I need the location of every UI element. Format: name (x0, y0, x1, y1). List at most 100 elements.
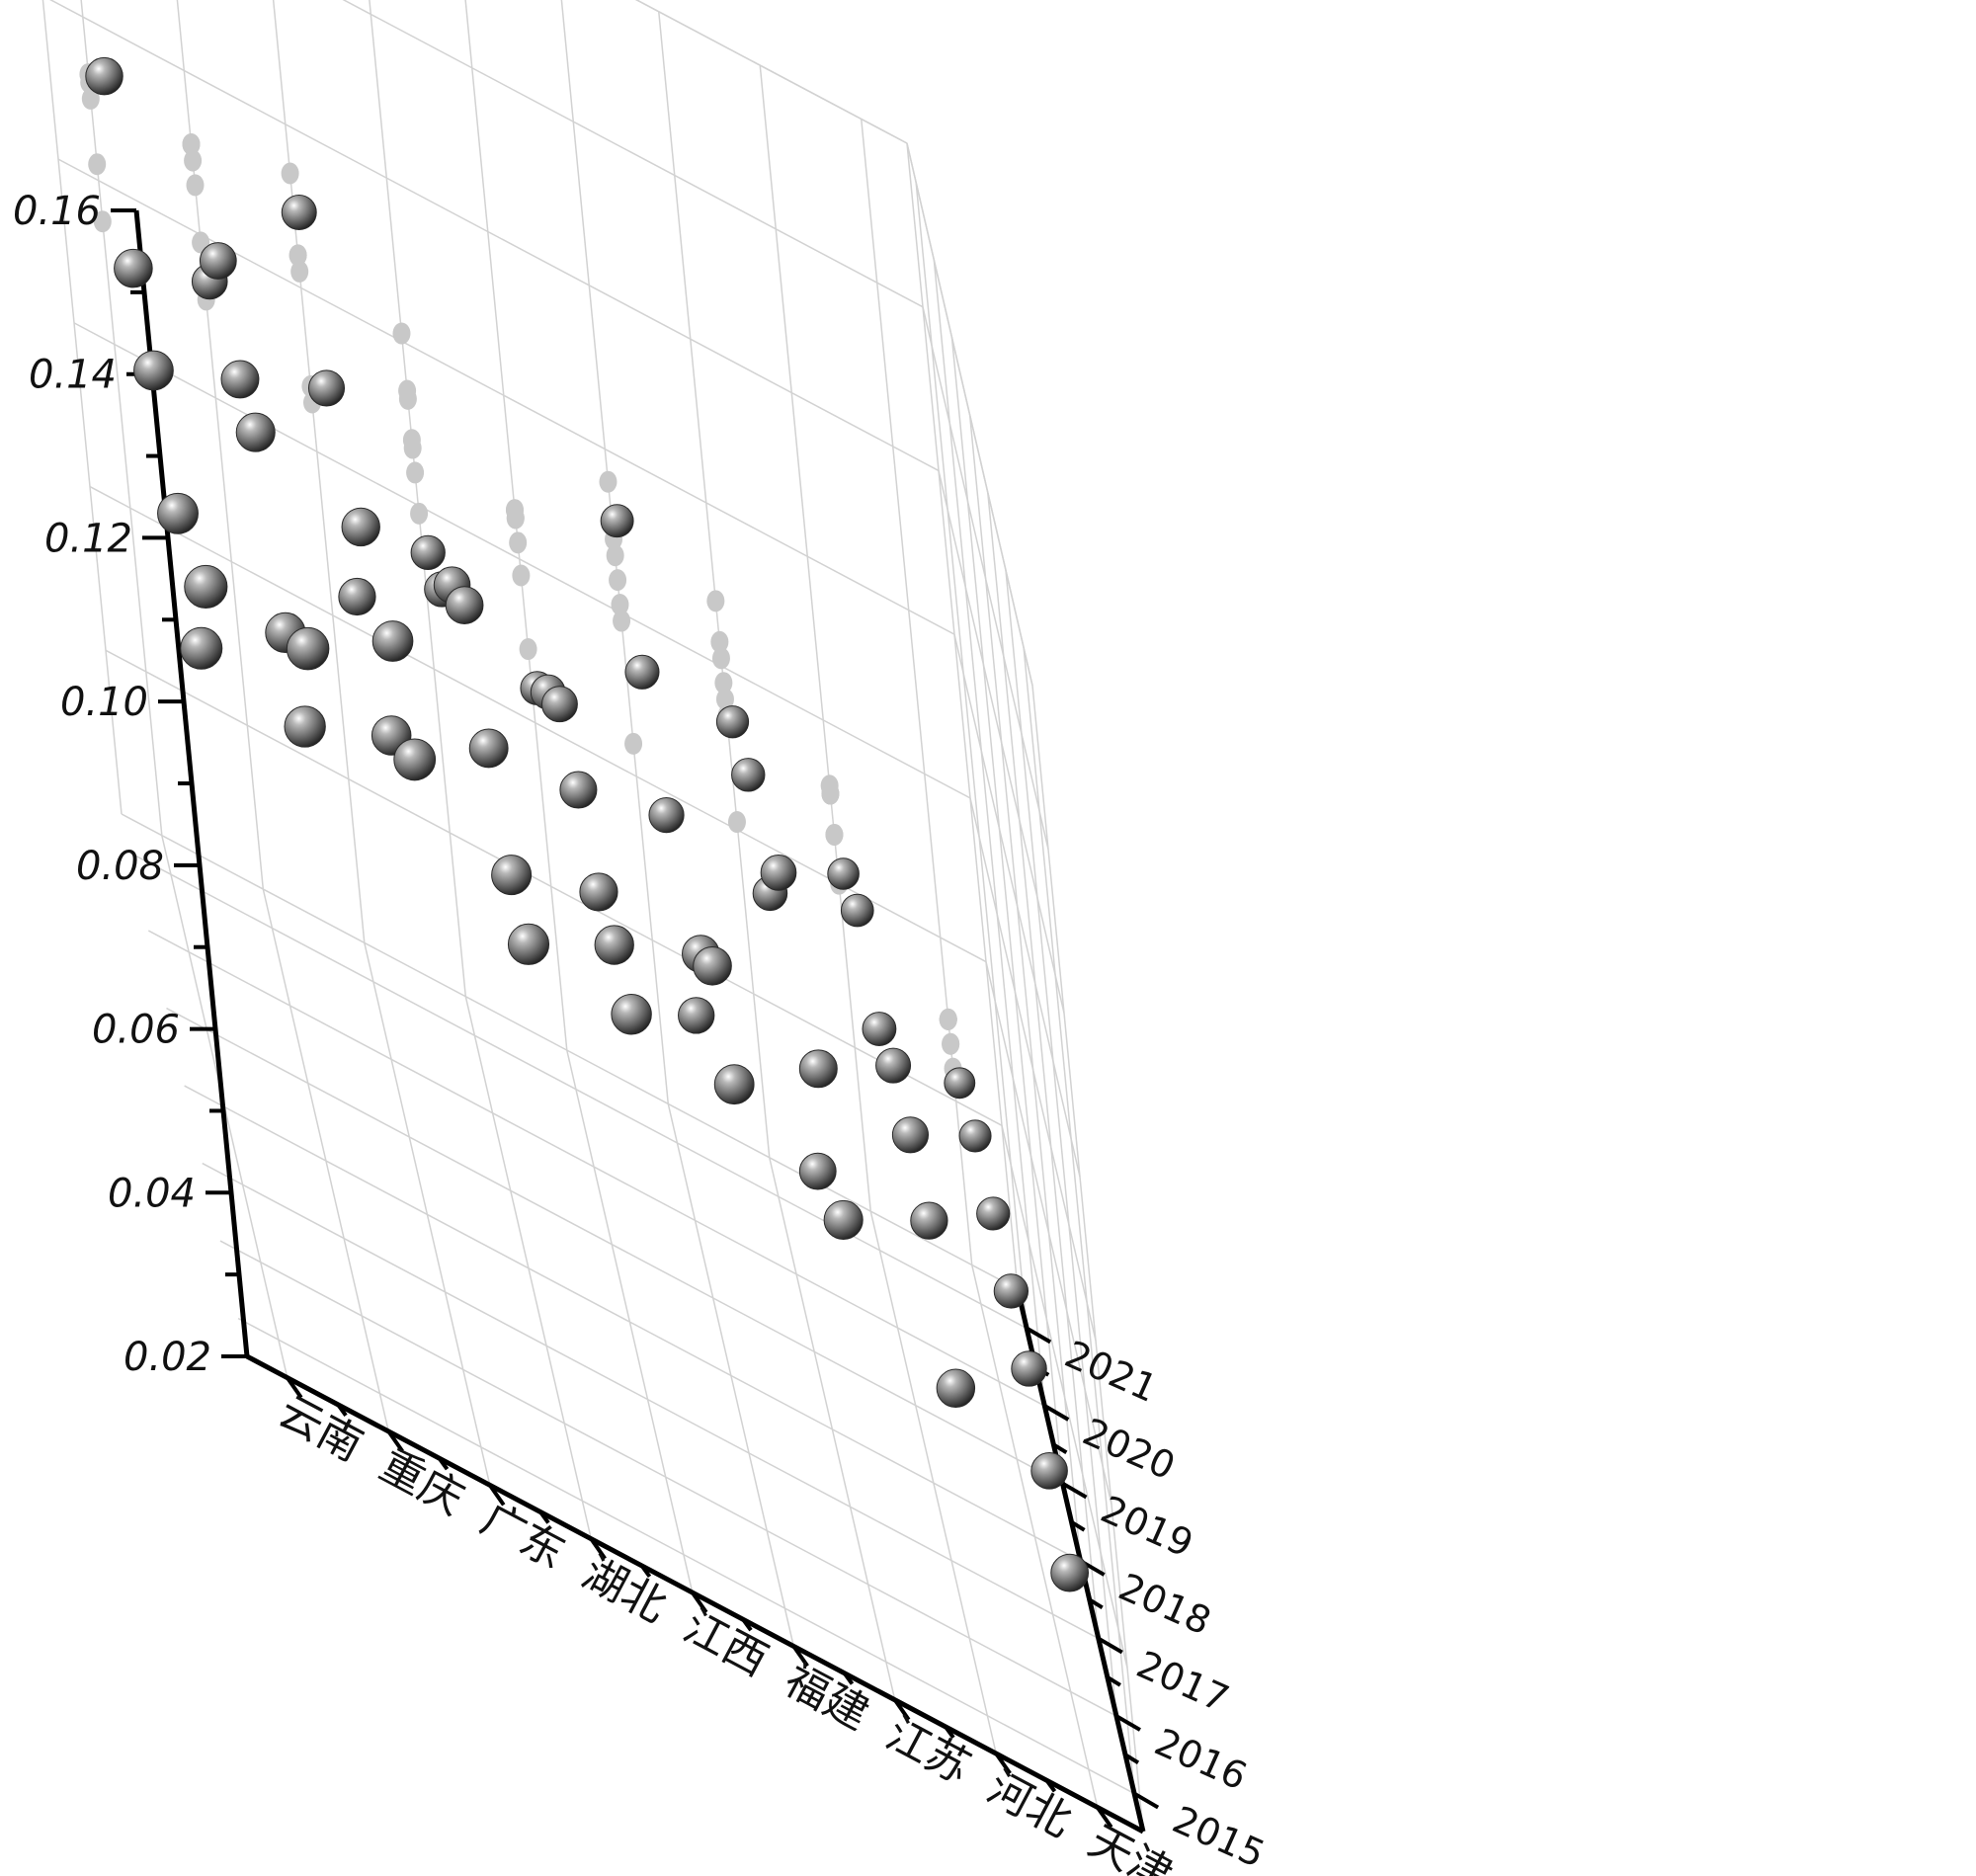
projection-shadow-marker (825, 823, 844, 846)
year-major-tick (1043, 1404, 1070, 1422)
projection-shadow-marker (184, 149, 203, 172)
side-wall-grid-line (987, 492, 1100, 1639)
back-wall-grid-line (369, 0, 467, 997)
side-wall-grid-line (938, 470, 1065, 1014)
data-point-sphere (678, 997, 715, 1034)
floor-grid-line (184, 1085, 1081, 1562)
data-point-sphere (559, 771, 598, 809)
side-wall-grid-line (1001, 1125, 1128, 1669)
floor-grid-line (237, 1317, 1135, 1795)
projection-shadow-marker (281, 162, 299, 185)
projection-shadow-marker (88, 153, 107, 176)
projection-shadow-marker (519, 638, 537, 661)
projection-shadow-marker (505, 499, 524, 522)
category-tick-label: 湖北 (574, 1547, 675, 1632)
year-major-tick (1133, 1791, 1160, 1810)
box-edge (1031, 685, 1144, 1833)
data-point-sphere (393, 738, 437, 781)
projection-shadows (79, 63, 962, 1080)
data-point-sphere (199, 242, 237, 280)
side-wall-grid-line (933, 259, 1046, 1407)
data-point-sphere (1011, 1350, 1047, 1387)
floor-grid-line (166, 1007, 1063, 1485)
back-wall-grid-line (80, 0, 163, 836)
data-point-sphere (891, 1116, 930, 1154)
side-wall-grid-line (969, 797, 1097, 1342)
year-tick-label: 2019 (1095, 1488, 1199, 1567)
data-point-sphere (220, 360, 260, 399)
side-wall-grid-line (922, 306, 1049, 850)
projection-shadow-marker (93, 210, 112, 233)
back-wall-grid-line (342, 0, 924, 308)
projection-shadow-marker (182, 132, 201, 155)
box-edge (634, 0, 908, 144)
data-point-sphere (338, 577, 376, 616)
floor-grid-line (147, 930, 1045, 1407)
data-point-sphere (541, 686, 578, 723)
data-point-sphere (958, 1119, 992, 1153)
back-wall-grid-line (121, 813, 1019, 1290)
data-point-sphere (713, 1064, 755, 1105)
data-point-sphere (944, 1067, 976, 1100)
projection-shadow-marker (186, 174, 205, 197)
data-point-sphere (715, 705, 750, 739)
data-point-sphere (410, 534, 446, 571)
data-point-sphere (579, 872, 618, 912)
data-point-sphere (184, 564, 228, 610)
side-wall-grid-line (953, 633, 1081, 1178)
data-point-sphere (648, 796, 685, 834)
projection-shadow-marker (942, 1032, 960, 1055)
projection-shadow-marker (715, 688, 734, 710)
year-tick-label: 2016 (1148, 1720, 1253, 1799)
projection-shadow-marker (81, 87, 100, 110)
year-tick-label: 2017 (1130, 1643, 1235, 1722)
data-point-sphere (760, 855, 797, 891)
back-wall-grid-line (49, 0, 940, 472)
back-wall-grid-line (759, 65, 871, 1212)
projection-shadow-marker (727, 811, 746, 834)
back-wall-grid-line (464, 0, 568, 1051)
data-point-sphere (840, 893, 874, 928)
data-point-sphere (611, 994, 652, 1035)
category-tick-label: 云南 (271, 1386, 371, 1471)
data-point-sphere (823, 1199, 864, 1240)
category-major-tick (488, 1484, 506, 1507)
box-edge (41, 0, 123, 815)
side-wall-grid-line (985, 961, 1112, 1505)
data-point-sphere (507, 923, 550, 965)
projection-shadow-marker (706, 590, 725, 612)
category-major-tick (691, 1591, 708, 1614)
data-point-sphere (281, 195, 317, 230)
projection-shadow-marker (509, 531, 528, 554)
data-point-sphere (624, 654, 660, 690)
back-wall-grid-line (89, 485, 987, 963)
projection-shadow-marker (410, 502, 429, 525)
category-minor-tick (944, 1725, 955, 1740)
data-point-sphere (693, 945, 732, 986)
category-tick-label: 福建 (777, 1655, 877, 1740)
category-major-tick (994, 1752, 1012, 1775)
back-wall-grid-line (105, 649, 1003, 1126)
data-point-sphere (180, 626, 223, 670)
data-point-sphere (910, 1201, 948, 1240)
year-major-tick (1097, 1636, 1123, 1655)
year-major-tick (1114, 1714, 1141, 1732)
back-wall-grid-line (57, 158, 955, 635)
projection-shadow-marker (710, 630, 729, 653)
category-minor-tick (538, 1510, 550, 1524)
floor-grid-line (202, 1162, 1100, 1640)
year-major-tick (1061, 1481, 1088, 1500)
projection-shadow-marker (398, 387, 417, 410)
data-point-sphere (491, 855, 533, 896)
floor-grid-line (219, 1240, 1117, 1717)
data-point-sphere (600, 504, 634, 538)
projection-shadow-marker (512, 564, 531, 587)
data-point-sphere (468, 728, 509, 769)
category-tick-label: 江苏 (878, 1708, 979, 1793)
projection-shadow-marker (611, 593, 629, 615)
projection-shadow-marker (392, 322, 411, 345)
data-point-sphere (798, 1152, 837, 1190)
category-major-tick (791, 1645, 809, 1668)
category-tick-label: 广东 (473, 1494, 574, 1579)
